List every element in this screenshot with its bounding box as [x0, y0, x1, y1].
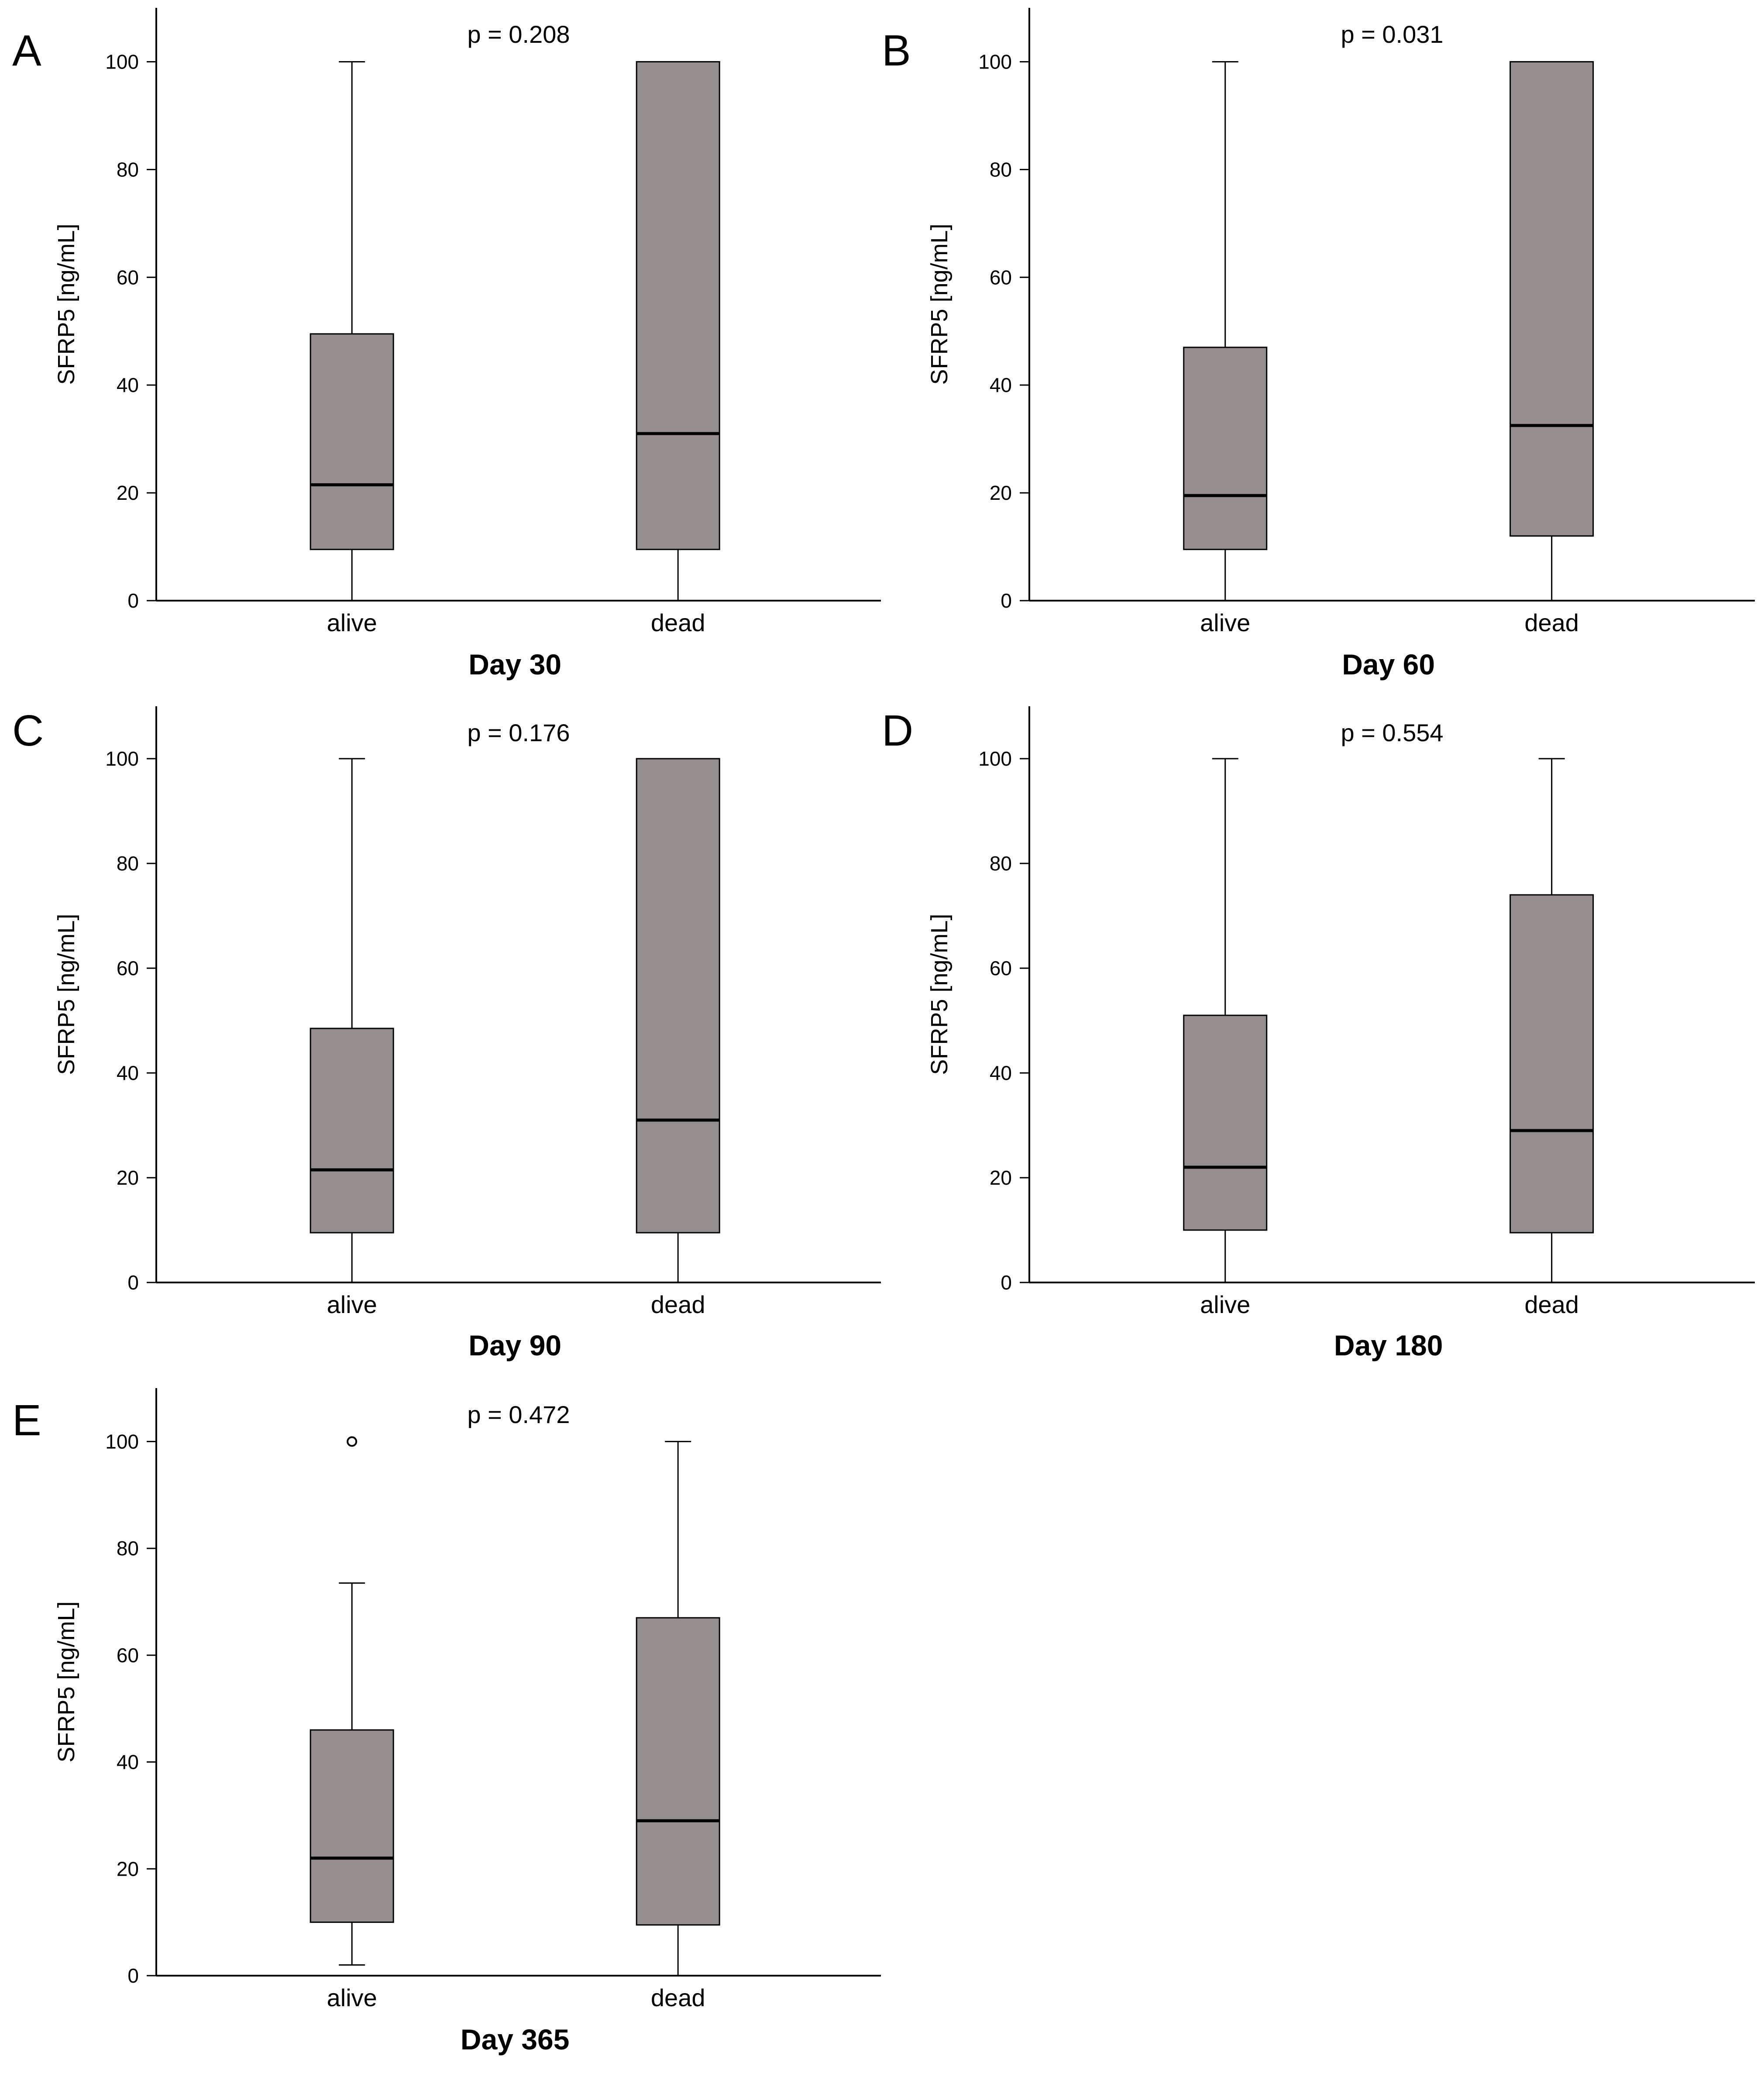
iqr-box	[636, 61, 720, 550]
y-tick-label: 0	[1001, 1271, 1012, 1294]
category-label-dead: dead	[1524, 1291, 1579, 1318]
y-tick-label: 100	[105, 50, 139, 73]
iqr-box	[1183, 347, 1268, 550]
y-tick-label: 80	[117, 1537, 139, 1560]
panel-d: D 0 20 40 60 80 100 SFRP5 [ng/mL] p = 0.554 alive…	[882, 706, 1755, 1361]
x-axis-title: Day 60	[1342, 648, 1435, 681]
y-tick-label: 20	[990, 1166, 1012, 1189]
p-value-label: p = 0.176	[467, 719, 570, 746]
y-tick-label: 20	[117, 1166, 139, 1189]
y-tick-label: 60	[117, 1644, 139, 1667]
y-axis-label: SFRP5 [ng/mL]	[926, 223, 952, 385]
y-tick-label: 100	[105, 1430, 139, 1453]
panel-b: B 0 20 40 60 80 100 SFRP5 [ng/mL] p = 0.031 alive…	[882, 8, 1755, 681]
category-label-alive: alive	[327, 1291, 377, 1318]
iqr-box	[1510, 61, 1594, 537]
box-dead	[636, 1440, 720, 1977]
p-value-label: p = 0.031	[1341, 21, 1443, 48]
y-tick-label: 0	[127, 1964, 139, 1987]
y-tick-label: 80	[990, 158, 1012, 181]
y-tick-label: 0	[127, 1271, 139, 1294]
iqr-box	[636, 758, 720, 1234]
y-tick-label: 40	[117, 1751, 139, 1774]
panel-letter: E	[12, 1396, 41, 1445]
box-alive	[1183, 61, 1268, 602]
iqr-box	[309, 333, 394, 550]
x-axis-title: Day 180	[1334, 1329, 1443, 1361]
panel-letter: B	[882, 26, 911, 75]
panel-letter: C	[12, 706, 44, 755]
category-label-alive: alive	[327, 1984, 377, 2011]
iqr-box	[636, 1617, 720, 1926]
y-tick-label: 100	[105, 747, 139, 770]
panel-e: E 0 20 40 60 80 100 SFRP5 [ng/mL] p = 0.472 alive…	[12, 1388, 881, 2056]
box-alive	[1183, 758, 1268, 1283]
box-dead	[636, 61, 720, 602]
y-axis-label: SFRP5 [ng/mL]	[926, 914, 952, 1075]
y-tick-label: 40	[117, 1062, 139, 1084]
iqr-box	[309, 1729, 394, 1923]
y-tick-label: 0	[127, 589, 139, 612]
y-tick-label: 80	[117, 158, 139, 181]
category-label-dead: dead	[1524, 609, 1579, 636]
panel-letter: D	[882, 706, 913, 755]
p-value-label: p = 0.472	[467, 1401, 570, 1428]
y-tick-label: 20	[990, 481, 1012, 504]
category-label-dead: dead	[651, 1984, 705, 2011]
y-axis-label: SFRP5 [ng/mL]	[53, 1601, 79, 1762]
iqr-box	[1183, 1014, 1268, 1231]
y-tick-label: 0	[1001, 589, 1012, 612]
y-tick-label: 20	[117, 481, 139, 504]
box-dead	[1510, 758, 1594, 1283]
y-tick-label: 80	[117, 852, 139, 875]
y-tick-label: 60	[117, 957, 139, 980]
y-tick-label: 60	[990, 957, 1012, 980]
box-alive	[309, 61, 394, 602]
x-axis-title: Day 365	[461, 2023, 570, 2056]
x-axis-title: Day 90	[468, 1329, 561, 1361]
y-tick-label: 60	[990, 266, 1012, 289]
y-tick-label: 40	[990, 374, 1012, 396]
panel-letter: A	[12, 26, 41, 75]
y-tick-label: 20	[117, 1857, 139, 1880]
y-tick-label: 100	[978, 50, 1012, 73]
box-alive	[309, 1436, 394, 1966]
y-tick-label: 40	[990, 1062, 1012, 1084]
box-dead	[1510, 61, 1594, 602]
category-label-alive: alive	[327, 609, 377, 636]
y-axis-label: SFRP5 [ng/mL]	[53, 914, 79, 1075]
p-value-label: p = 0.554	[1341, 719, 1443, 746]
panel-c: C 0 20 40 60 80 100 SFRP5 [ng/mL] p = 0.176 alive…	[12, 706, 881, 1361]
iqr-box	[309, 1028, 394, 1234]
category-label-alive: alive	[1200, 1291, 1250, 1318]
y-tick-label: 100	[978, 747, 1012, 770]
x-axis-title: Day 30	[468, 648, 561, 681]
outlier-point	[347, 1436, 358, 1447]
panel-a: A 0 20 40 60 80 100 SFRP5 [ng/mL] p = 0.208 alive…	[12, 8, 881, 681]
iqr-box	[1510, 894, 1594, 1234]
category-label-dead: dead	[651, 609, 705, 636]
y-tick-label: 40	[117, 374, 139, 396]
box-alive	[309, 758, 394, 1283]
category-label-alive: alive	[1200, 609, 1250, 636]
category-label-dead: dead	[651, 1291, 705, 1318]
y-axis-label: SFRP5 [ng/mL]	[53, 223, 79, 385]
y-tick-label: 80	[990, 852, 1012, 875]
box-dead	[636, 758, 720, 1283]
y-tick-label: 60	[117, 266, 139, 289]
p-value-label: p = 0.208	[467, 21, 570, 48]
